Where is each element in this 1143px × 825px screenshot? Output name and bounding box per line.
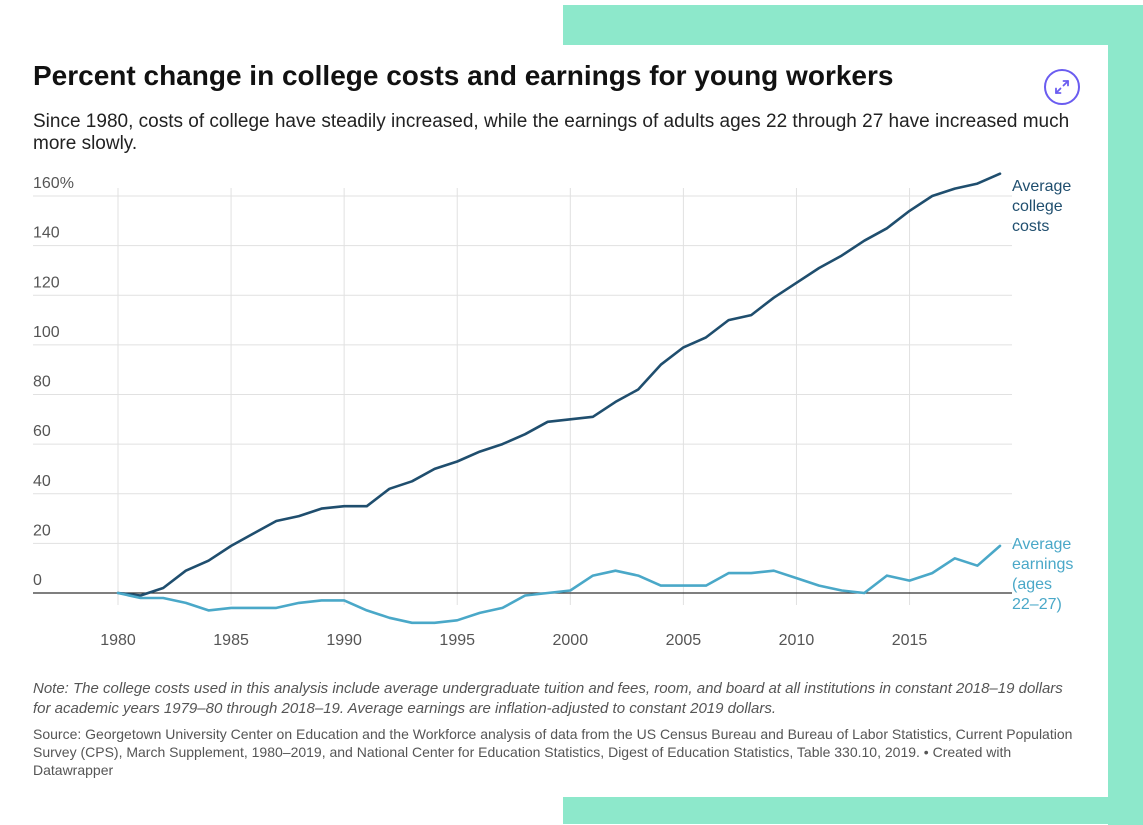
- y-tick-label: 20: [33, 522, 51, 539]
- y-tick-label: 60: [33, 423, 51, 440]
- accent-panel-top: [563, 5, 1143, 45]
- y-tick-label: 140: [33, 225, 60, 242]
- x-tick-label: 2000: [553, 632, 589, 645]
- y-tick-label: 40: [33, 473, 51, 490]
- y-tick-label: 100: [33, 324, 60, 341]
- line-chart: 0 20 40 60 80 100 120 140 160% 1980 1985 1990 1995 2…: [33, 172, 1073, 645]
- x-tick-label: 1995: [439, 632, 475, 645]
- series-lines: [116, 172, 1002, 625]
- expand-arrows-icon: [1055, 80, 1069, 94]
- x-tick-label: 1980: [100, 632, 136, 645]
- x-tick-label: 2015: [892, 632, 928, 645]
- expand-button[interactable]: [1044, 69, 1080, 105]
- earnings-line: [116, 544, 1002, 625]
- chart-source: Source: Georgetown University Center on …: [33, 726, 1073, 778]
- chart-subtitle: Since 1980, costs of college have steadi…: [33, 111, 1070, 154]
- x-tick-label: 2010: [779, 632, 815, 645]
- x-gridlines: [117, 188, 911, 605]
- series-labels: Average college costs Average earnings (ages 2…: [1012, 178, 1073, 613]
- y-tick-label: 120: [33, 274, 60, 291]
- college-costs-label: Average college costs: [1012, 178, 1071, 235]
- x-tick-label: 2005: [666, 632, 702, 645]
- y-tick-label: 160%: [33, 175, 74, 192]
- y-gridlines: [33, 195, 1012, 544]
- chart-note: Note: The college costs used in this ana…: [33, 680, 1063, 717]
- x-tick-label: 1985: [213, 632, 249, 645]
- y-tick-label: 80: [33, 374, 51, 391]
- y-tick-label: 0: [33, 572, 42, 589]
- accent-panel-bottom: [563, 797, 1143, 824]
- x-axis-ticks: 1980 1985 1990 1995 2000 2005 2010 2015: [100, 632, 927, 645]
- accent-panel-right: [1108, 5, 1143, 825]
- college-costs-line: [116, 172, 1002, 597]
- chart-card: Percent change in college costs and earn…: [0, 45, 1108, 797]
- earnings-label: Average earnings (ages 22–27): [1012, 536, 1073, 613]
- y-axis-ticks: 0 20 40 60 80 100 120 140 160%: [33, 175, 74, 589]
- chart-title: Percent change in college costs and earn…: [33, 60, 894, 91]
- x-tick-label: 1990: [326, 632, 362, 645]
